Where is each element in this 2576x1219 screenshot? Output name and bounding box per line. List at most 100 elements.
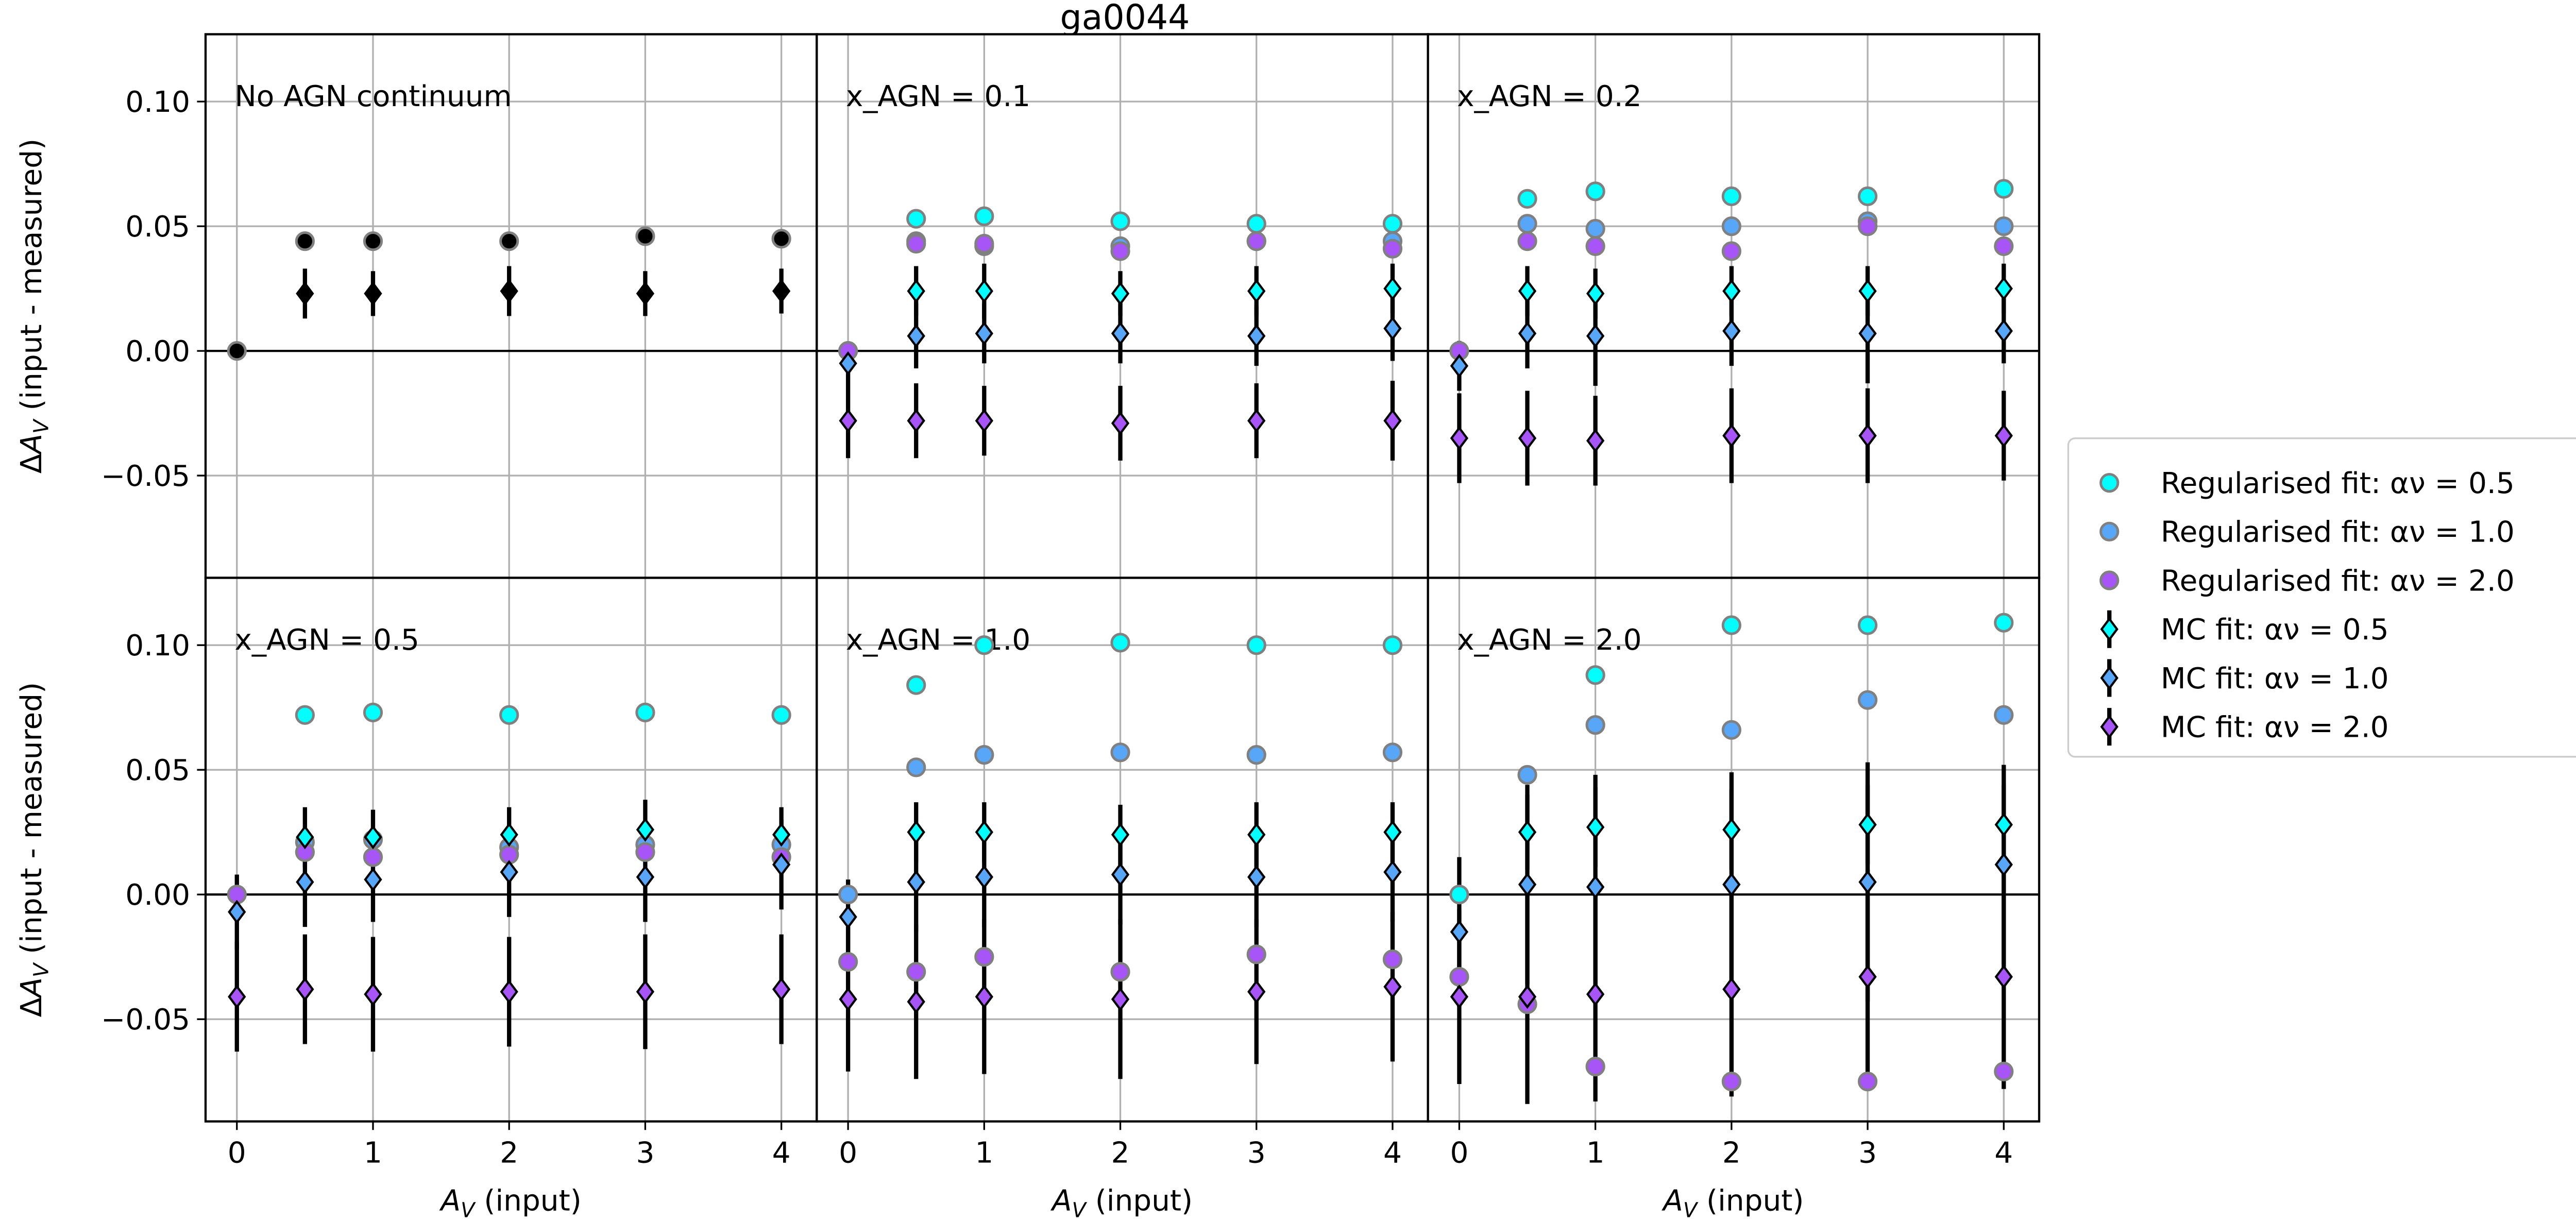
panel-2: x_AGN = 0.2 [1427, 33, 2041, 579]
mc-point [839, 409, 857, 433]
mc-point [907, 820, 925, 844]
reg-point [1585, 218, 1605, 239]
reg-point [1517, 189, 1537, 209]
mc-point [1994, 852, 2013, 877]
mc-point [975, 820, 993, 844]
reg-point [974, 745, 994, 765]
xlabel-rest: (input) [1697, 1184, 1804, 1217]
y-tick-label: 0.00 [125, 335, 190, 368]
reg-point [499, 705, 519, 725]
mc-point [1383, 409, 1402, 433]
mc-point [907, 870, 925, 894]
mc-point [1586, 324, 1605, 348]
reg-point [1110, 962, 1130, 982]
mc-point [975, 321, 993, 346]
legend-marker-diamond [2100, 617, 2119, 641]
legend-entry: MC fit: αν = 0.5 [2100, 610, 2389, 648]
reg-point [1517, 765, 1537, 785]
reg-point [1585, 715, 1605, 735]
reg-point [906, 757, 926, 777]
mc-point [907, 324, 925, 348]
legend-marker-circle [2099, 521, 2120, 541]
mc-point [1111, 822, 1130, 847]
ylabel-rest: (input - measured) [15, 139, 48, 420]
reg-point [1721, 1072, 1741, 1092]
mc-point [1111, 987, 1130, 1011]
x-tick-label: 1 [975, 1136, 993, 1170]
reg-point [771, 229, 791, 249]
xlabel-sub: V [461, 1199, 476, 1219]
reg-point [1721, 720, 1741, 740]
xlabel-rest: (input) [474, 1184, 581, 1217]
legend-entry: Regularised fit: αν = 2.0 [2099, 564, 2515, 598]
mc-point [839, 987, 857, 1011]
reg-point [838, 885, 858, 905]
reg-point [1382, 239, 1403, 259]
reg-point [1110, 742, 1130, 763]
reg-point [1110, 633, 1130, 653]
reg-point [1857, 216, 1878, 236]
x-axis-label: AV (input) [439, 1184, 582, 1219]
mc-point [500, 279, 518, 303]
legend-entry: Regularised fit: αν = 0.5 [2099, 467, 2515, 500]
y-tick-label: −0.05 [101, 1003, 190, 1037]
panel-5: x_AGN = 2.0 0 1 2 3 4 AV (input) [1427, 577, 2041, 1219]
reg-point [1246, 635, 1266, 655]
x-tick-label: 2 [1722, 1136, 1741, 1170]
panel-label: x_AGN = 0.1 [846, 80, 1030, 113]
mc-point [500, 979, 518, 1004]
x-tick-label: 1 [364, 1136, 382, 1170]
mc-point [1722, 817, 1741, 842]
x-tick-label: 4 [772, 1136, 791, 1170]
x-tick-label: 1 [1586, 1136, 1605, 1170]
mc-point [1858, 964, 1877, 989]
x-tick-label: 3 [1247, 1136, 1266, 1170]
mc-point [1722, 279, 1741, 303]
mc-point [1994, 964, 2013, 989]
mc-point [1383, 820, 1402, 844]
y-axis-label: ΔAV (input - measured) [15, 139, 53, 473]
mc-point [975, 865, 993, 889]
mc-point [1518, 426, 1537, 451]
mc-point [1586, 875, 1605, 900]
legend-label: Regularised fit: αν = 0.5 [2161, 467, 2515, 500]
reg-point [1585, 665, 1605, 685]
chart-title: ga0044 [1060, 0, 1190, 37]
reg-point [363, 702, 383, 722]
reg-point [1517, 231, 1537, 251]
mc-point [228, 900, 246, 924]
x-tick-label: 0 [1450, 1136, 1468, 1170]
mc-point [500, 860, 518, 885]
mc-point [1586, 982, 1605, 1007]
mc-point [1247, 409, 1266, 433]
reg-point [363, 231, 383, 251]
xlabel-a: A [439, 1184, 461, 1217]
mc-point [1111, 411, 1130, 435]
reg-point [1721, 216, 1741, 236]
legend-frame [2067, 437, 2576, 758]
legend-marker-diamond [2100, 666, 2119, 690]
mc-point [1722, 424, 1741, 448]
mc-point [1722, 977, 1741, 1002]
mc-point [1858, 812, 1877, 837]
ylabel-rest: (input - measured) [15, 682, 48, 963]
reg-point [1585, 1057, 1605, 1077]
mc-point [1518, 820, 1537, 844]
panel-label: No AGN continuum [234, 80, 512, 113]
ylabel-sub: V [29, 418, 53, 434]
mc-point [636, 817, 655, 842]
panel-label: x_AGN = 2.0 [1457, 623, 1641, 657]
xlabel-sub: V [1683, 1199, 1699, 1219]
mc-point [228, 985, 246, 1009]
legend-label: Regularised fit: αν = 2.0 [2161, 564, 2515, 598]
reg-point [1449, 967, 1469, 987]
mc-point [772, 852, 791, 877]
reg-point [635, 842, 655, 862]
mc-point [1247, 865, 1266, 889]
mc-point [839, 905, 857, 929]
mc-point [1383, 860, 1402, 885]
reg-point [1246, 214, 1266, 234]
mc-point [1247, 822, 1266, 847]
reg-point [1857, 186, 1878, 207]
reg-point [1994, 705, 2014, 725]
